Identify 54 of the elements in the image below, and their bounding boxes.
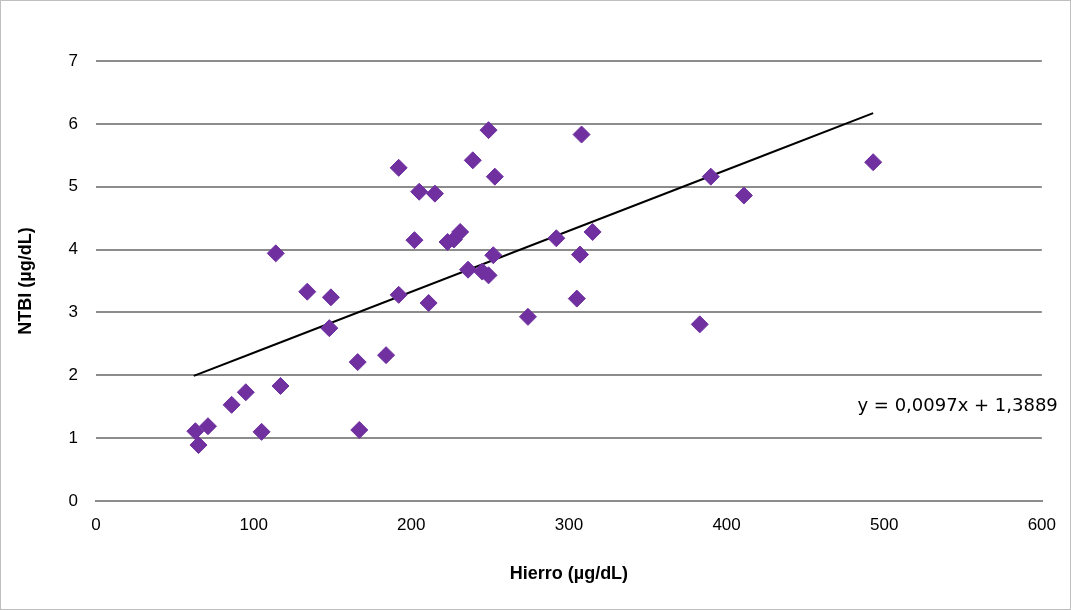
x-tick-label: 100 xyxy=(239,514,268,534)
point xyxy=(271,376,290,395)
point xyxy=(410,182,429,201)
point xyxy=(266,244,285,263)
x-tick-label: 400 xyxy=(712,514,741,534)
point xyxy=(572,125,591,144)
point xyxy=(690,315,709,334)
point xyxy=(518,307,537,326)
x-tick-label: 600 xyxy=(1027,514,1057,534)
point xyxy=(701,167,720,186)
y-axis-title: NTBI (µg/dL) xyxy=(14,227,35,335)
point xyxy=(734,186,753,205)
y-tick-label: 7 xyxy=(68,50,79,70)
point xyxy=(189,436,208,455)
point xyxy=(463,151,482,170)
point xyxy=(479,121,498,140)
point xyxy=(348,353,367,372)
annotation: y = 0,0097x + 1,3889 xyxy=(857,394,1058,416)
point xyxy=(485,167,504,186)
point xyxy=(389,158,408,177)
point xyxy=(570,245,589,264)
point xyxy=(377,346,396,365)
y-tick-label: 6 xyxy=(68,113,79,133)
y-tick-label: 1 xyxy=(68,427,79,447)
point xyxy=(186,422,205,441)
y-tick-label: 3 xyxy=(68,302,79,322)
point xyxy=(419,294,438,312)
point xyxy=(252,422,271,441)
point xyxy=(459,260,478,279)
x-tick-label: 200 xyxy=(397,514,426,534)
point xyxy=(198,417,217,436)
y-tick-label: 5 xyxy=(68,176,79,196)
point xyxy=(350,420,369,439)
y-tick-label: 0 xyxy=(68,490,79,510)
point xyxy=(320,319,339,338)
x-tick-label: 0 xyxy=(91,514,101,534)
x-tick-label: 500 xyxy=(870,514,899,534)
y-tick-label: 2 xyxy=(68,364,79,384)
point xyxy=(321,288,340,307)
y-tick-label: 4 xyxy=(68,239,79,259)
point xyxy=(583,222,602,241)
point xyxy=(484,246,503,265)
x-axis-title: Hierro (µg/dL) xyxy=(509,563,629,584)
point xyxy=(547,229,566,248)
point xyxy=(389,285,408,304)
point xyxy=(405,231,424,250)
point xyxy=(222,395,241,414)
point xyxy=(864,153,883,172)
x-tick-label: 300 xyxy=(554,514,584,534)
point xyxy=(236,383,255,402)
point xyxy=(425,184,444,203)
point xyxy=(451,222,470,241)
point xyxy=(567,289,586,308)
point xyxy=(298,282,317,301)
